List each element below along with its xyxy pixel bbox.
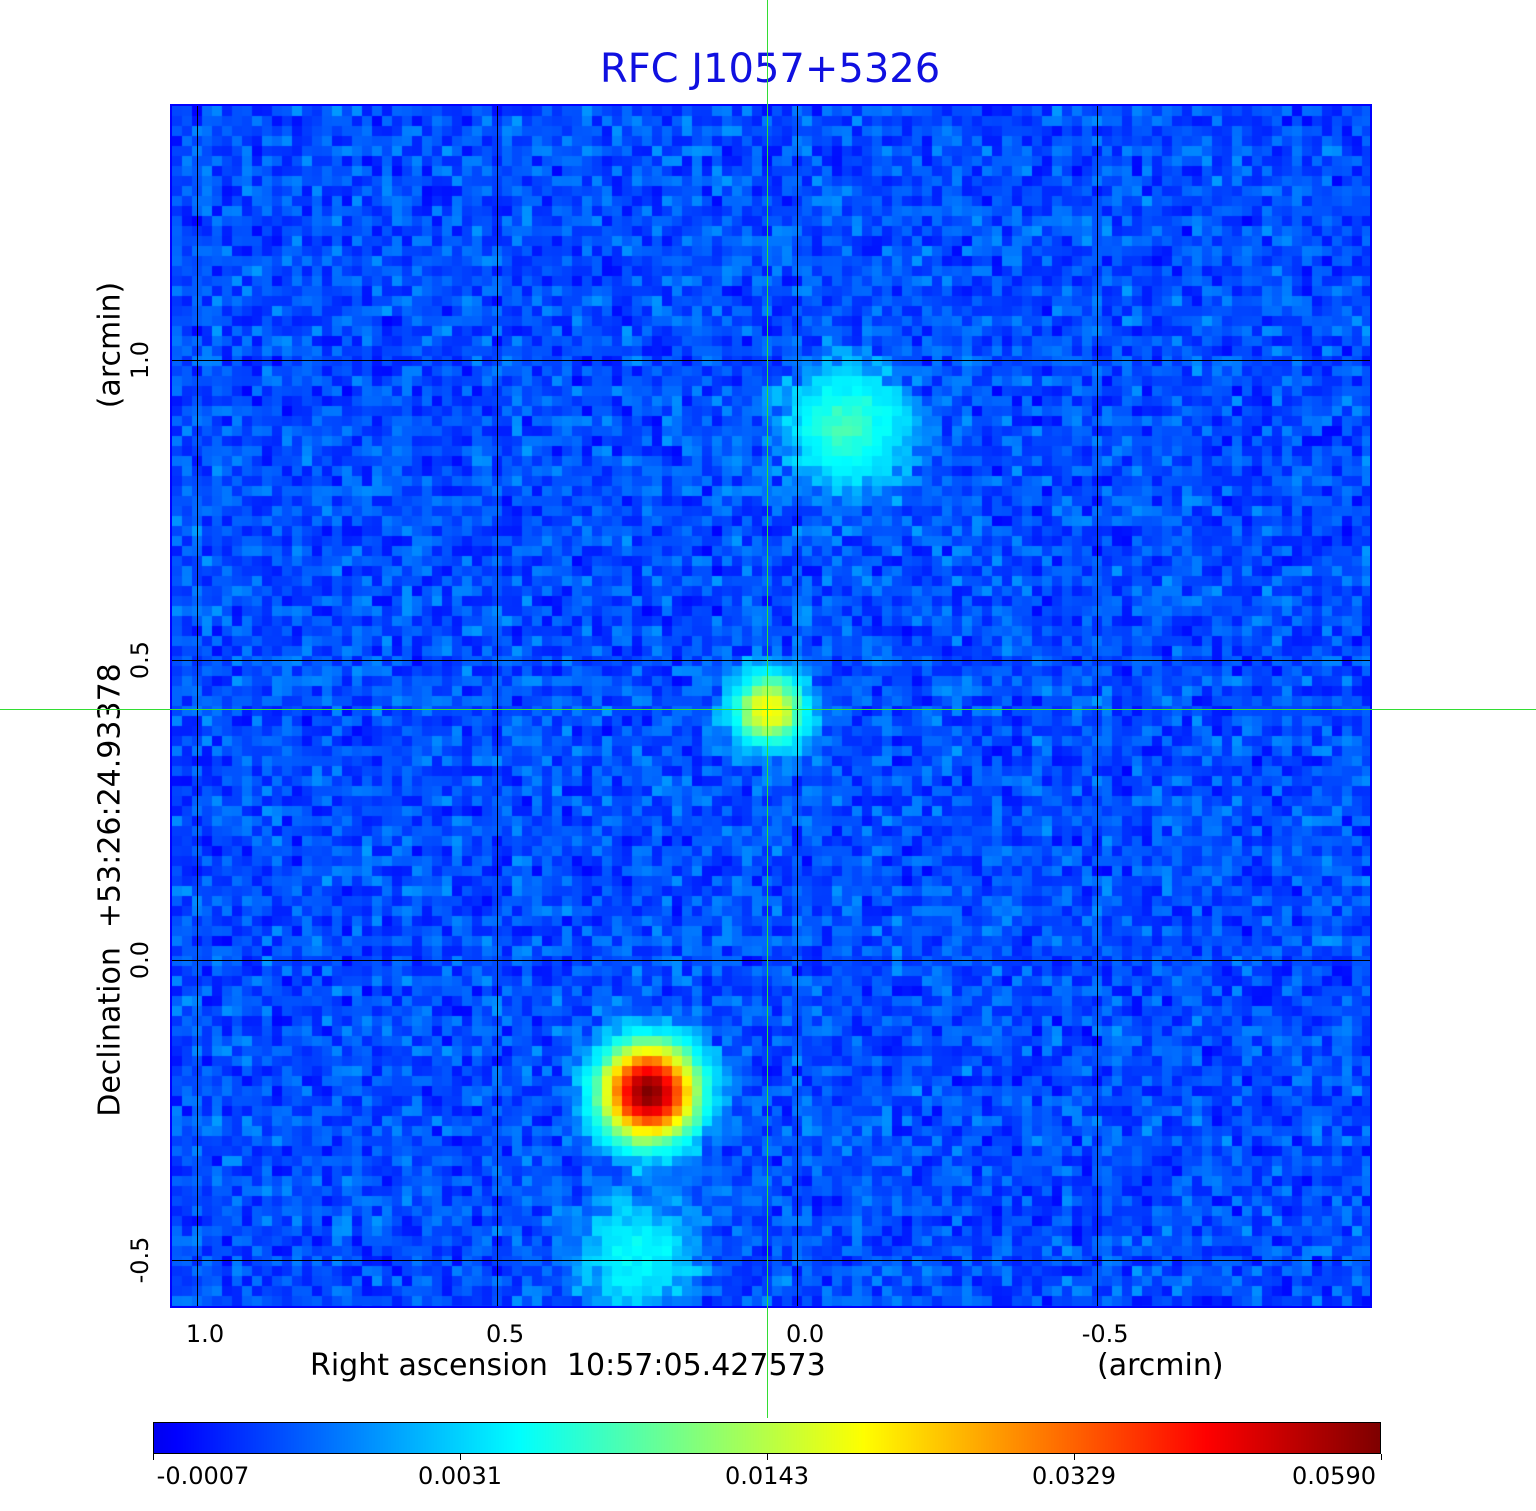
colorbar-tick-label: -0.0007: [156, 1462, 250, 1490]
image-plot-area[interactable]: [170, 104, 1372, 1308]
y-axis-label: Declination +53:26:24.93378: [92, 663, 128, 1117]
colorbar-tick: [767, 1454, 768, 1460]
colorbar-tick: [1074, 1454, 1075, 1460]
grid-line-vertical: [1097, 106, 1099, 1306]
grid-line-vertical: [497, 106, 499, 1306]
colorbar-tick-label: 0.0031: [418, 1462, 502, 1490]
grid-line-horizontal: [172, 960, 1370, 962]
x-tick-label: 0.0: [786, 1320, 825, 1348]
y-tick-label: -0.5: [126, 1236, 154, 1284]
colorbar-tick: [460, 1454, 461, 1460]
heatmap-image: [172, 106, 1370, 1306]
colorbar-tick-label: 0.0143: [725, 1462, 809, 1490]
x-tick-label: 1.0: [185, 1320, 225, 1348]
colorbar-tick: [153, 1454, 154, 1460]
grid-line-vertical: [797, 106, 799, 1306]
crosshair-horizontal: [0, 709, 1536, 710]
colorbar-tick: [1381, 1454, 1382, 1460]
chart-title: RFC J1057+5326: [599, 46, 941, 92]
y-axis-unit: (arcmin): [92, 281, 128, 409]
y-tick-label: 0.5: [126, 641, 154, 680]
y-tick-label: 0.0: [126, 940, 154, 980]
grid-line-horizontal: [172, 660, 1370, 662]
x-tick-label: 0.5: [485, 1320, 525, 1348]
y-tick-label: 1.0: [126, 341, 154, 380]
x-axis-label: Right ascension 10:57:05.427573: [310, 1348, 826, 1383]
grid-line-vertical: [197, 106, 198, 1306]
x-tick-label: -0.5: [1081, 1320, 1129, 1348]
grid-line-horizontal: [172, 1260, 1370, 1261]
grid-line-horizontal: [172, 360, 1370, 362]
colorbar: [153, 1422, 1381, 1454]
colorbar-tick-label: 0.0329: [1032, 1462, 1116, 1490]
colorbar-tick-label: 0.0590: [1292, 1462, 1376, 1490]
x-axis-unit: (arcmin): [1097, 1348, 1224, 1383]
